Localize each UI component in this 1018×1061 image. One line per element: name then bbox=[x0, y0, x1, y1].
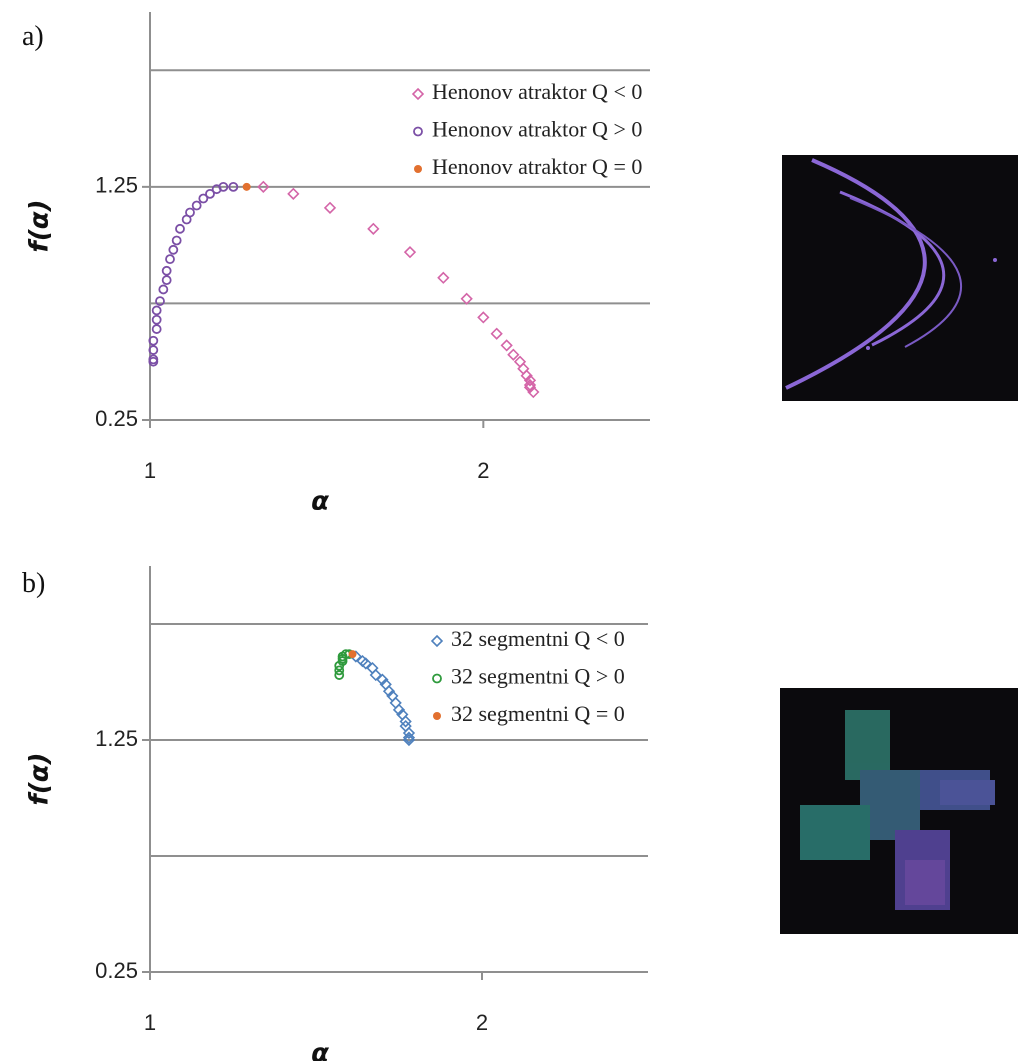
series bbox=[243, 183, 251, 191]
point bbox=[153, 306, 161, 314]
legend-label: 32 segmentni Q > 0 bbox=[451, 664, 625, 689]
x-tick-label: 2 bbox=[476, 1010, 488, 1035]
x-tick-label: 1 bbox=[144, 1010, 156, 1035]
point bbox=[176, 225, 184, 233]
x-tick-label: 1 bbox=[144, 458, 156, 483]
point bbox=[325, 203, 335, 213]
legend-label: Henonov atraktor Q < 0 bbox=[432, 79, 642, 104]
point bbox=[173, 236, 181, 244]
point bbox=[163, 267, 171, 275]
series bbox=[258, 182, 538, 397]
legend-marker bbox=[414, 165, 422, 173]
x-tick-label: 2 bbox=[477, 458, 489, 483]
point bbox=[169, 246, 177, 254]
legend-marker bbox=[414, 128, 422, 136]
legend-label: Henonov atraktor Q = 0 bbox=[432, 154, 642, 179]
point bbox=[438, 273, 448, 283]
point bbox=[518, 364, 528, 374]
legend-label: 32 segmentni Q < 0 bbox=[451, 626, 625, 651]
point bbox=[288, 189, 298, 199]
series bbox=[149, 183, 237, 366]
series bbox=[351, 651, 414, 745]
point bbox=[462, 294, 472, 304]
point bbox=[159, 285, 167, 293]
henon-image bbox=[782, 155, 1018, 401]
point bbox=[478, 312, 488, 322]
y-axis-label: f(α) bbox=[25, 200, 55, 253]
point bbox=[502, 340, 512, 350]
y-tick-label: 1.25 bbox=[95, 173, 138, 198]
point bbox=[186, 209, 194, 217]
point bbox=[515, 357, 525, 367]
legend-label: Henonov atraktor Q > 0 bbox=[432, 117, 642, 142]
fractal-image bbox=[780, 688, 1018, 934]
figure: a) 0.25 1.25 1 2 α f(α) Henonov atraktor Q < 0 H… bbox=[0, 0, 1018, 1061]
point bbox=[508, 350, 518, 360]
y-tick-label: 1.25 bbox=[95, 726, 138, 751]
point bbox=[349, 650, 357, 658]
panel-label: a) bbox=[22, 21, 44, 52]
point bbox=[166, 255, 174, 263]
legend-marker bbox=[433, 675, 441, 683]
panel-label: b) bbox=[22, 568, 45, 599]
series bbox=[349, 650, 357, 658]
point bbox=[368, 224, 378, 234]
point bbox=[243, 183, 251, 191]
point bbox=[405, 247, 415, 257]
x-axis-label: α bbox=[311, 1039, 329, 1061]
legend-marker bbox=[433, 712, 441, 720]
legend-marker bbox=[413, 89, 423, 99]
point bbox=[163, 276, 171, 284]
point bbox=[492, 329, 502, 339]
point bbox=[153, 325, 161, 333]
legend-marker bbox=[432, 636, 442, 646]
y-axis-label: f(α) bbox=[25, 753, 55, 806]
point bbox=[153, 316, 161, 324]
legend-label: 32 segmentni Q = 0 bbox=[451, 701, 625, 726]
point bbox=[391, 698, 401, 708]
y-tick-label: 0.25 bbox=[95, 958, 138, 983]
y-tick-label: 0.25 bbox=[95, 406, 138, 431]
point bbox=[193, 202, 201, 210]
x-axis-label: α bbox=[311, 487, 329, 517]
